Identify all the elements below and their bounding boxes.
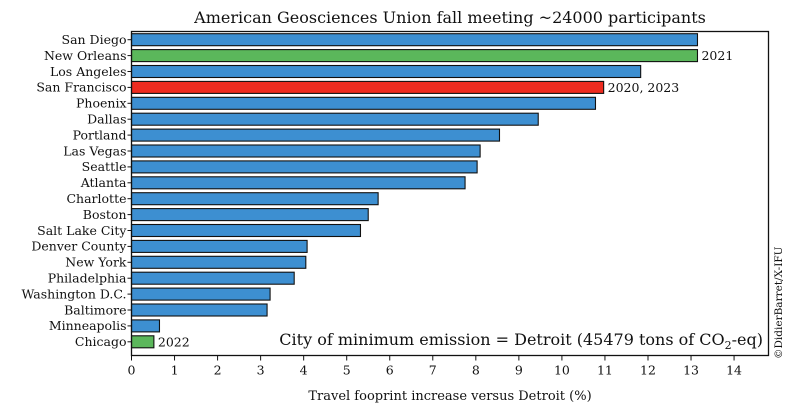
x-tick-label-4: 4 — [300, 363, 308, 378]
category-label-portland: Portland — [73, 127, 127, 142]
bar-charlotte — [130, 192, 379, 206]
note-subscript: 2 — [725, 339, 732, 352]
category-label-dallas: Dallas — [87, 112, 126, 127]
category-label-denver-county: Denver County — [31, 239, 127, 254]
category-label-new-orleans: New Orleans — [44, 48, 127, 63]
category-label-las-vegas: Las Vegas — [63, 143, 126, 158]
x-tick-label-2: 2 — [214, 363, 222, 378]
category-label-minneapolis: Minneapolis — [49, 318, 127, 333]
category-label-seattle: Seattle — [82, 159, 127, 174]
bar-san-francisco — [130, 80, 605, 94]
category-label-washington-d-c: Washington D.C. — [22, 286, 127, 301]
bar-philadelphia — [130, 271, 295, 285]
bar-annotation-new-orleans: 2021 — [701, 48, 733, 63]
x-tick-label-6: 6 — [386, 363, 394, 378]
category-label-salt-lake-city: Salt Lake City — [37, 223, 127, 238]
bar-las-vegas — [130, 144, 481, 158]
x-tick-label-3: 3 — [257, 363, 265, 378]
x-tick-label-7: 7 — [429, 363, 437, 378]
bar-annotation-chicago: 2022 — [158, 334, 190, 349]
bar-baltimore — [130, 303, 268, 317]
bar-portland — [130, 128, 501, 142]
x-tick-label-0: 0 — [128, 363, 136, 378]
category-label-boston: Boston — [83, 207, 127, 222]
bar-new-york — [130, 255, 307, 269]
x-tick-label-13: 13 — [683, 363, 699, 378]
bar-salt-lake-city — [130, 223, 362, 238]
category-label-atlanta: Atlanta — [80, 175, 127, 190]
category-label-chicago: Chicago — [75, 334, 127, 349]
bar-washington-d-c — [130, 287, 271, 301]
bar-annotation-san-francisco: 2020, 2023 — [608, 80, 680, 95]
credit-text: ©DidierBarret/X-IFU — [773, 246, 785, 359]
x-tick-label-11: 11 — [597, 363, 613, 378]
x-axis: 0 1 2 3 4 5 6 7 8 9 10 11 12 13 14 — [128, 355, 742, 378]
bar-phoenix — [130, 96, 597, 110]
chart-title: American Geosciences Union fall meeting … — [193, 8, 706, 27]
bar-minneapolis — [130, 319, 161, 333]
category-label-new-york: New York — [65, 255, 127, 270]
minimum-emission-note: City of minimum emission = Detroit (4547… — [279, 330, 763, 352]
bar-seattle — [130, 160, 478, 174]
bar-denver-county — [130, 239, 308, 253]
bar-annotations: 2021 2020, 2023 2022 — [158, 48, 733, 349]
bar-atlanta — [130, 176, 466, 190]
x-tick-label-14: 14 — [726, 363, 742, 378]
x-tick-label-1: 1 — [171, 363, 179, 378]
x-tick-label-5: 5 — [343, 363, 351, 378]
category-label-phoenix: Phoenix — [76, 96, 126, 111]
x-tick-label-12: 12 — [640, 363, 656, 378]
x-tick-label-10: 10 — [554, 363, 570, 378]
bar-san-diego — [130, 33, 699, 47]
category-label-charlotte: Charlotte — [66, 191, 126, 206]
note-prefix: City of minimum emission = Detroit (4547… — [279, 330, 724, 349]
category-label-san-diego: San Diego — [62, 32, 127, 47]
category-label-baltimore: Baltimore — [64, 302, 126, 317]
x-tick-label-9: 9 — [515, 363, 523, 378]
bar-chicago — [130, 335, 155, 349]
plot-frame — [130, 30, 770, 357]
x-axis-label: Travel fooprint increase versus Detroit … — [308, 389, 591, 404]
category-label-los-angeles: Los Angeles — [50, 64, 127, 79]
bar-los-angeles — [130, 64, 642, 79]
category-label-san-francisco: San Francisco — [36, 80, 126, 95]
category-label-philadelphia: Philadelphia — [48, 271, 127, 286]
bar-dallas — [130, 112, 539, 126]
x-tick-label-8: 8 — [472, 363, 480, 378]
bar-new-orleans — [130, 49, 699, 63]
bar-boston — [130, 208, 369, 222]
note-suffix: -eq) — [732, 330, 763, 349]
